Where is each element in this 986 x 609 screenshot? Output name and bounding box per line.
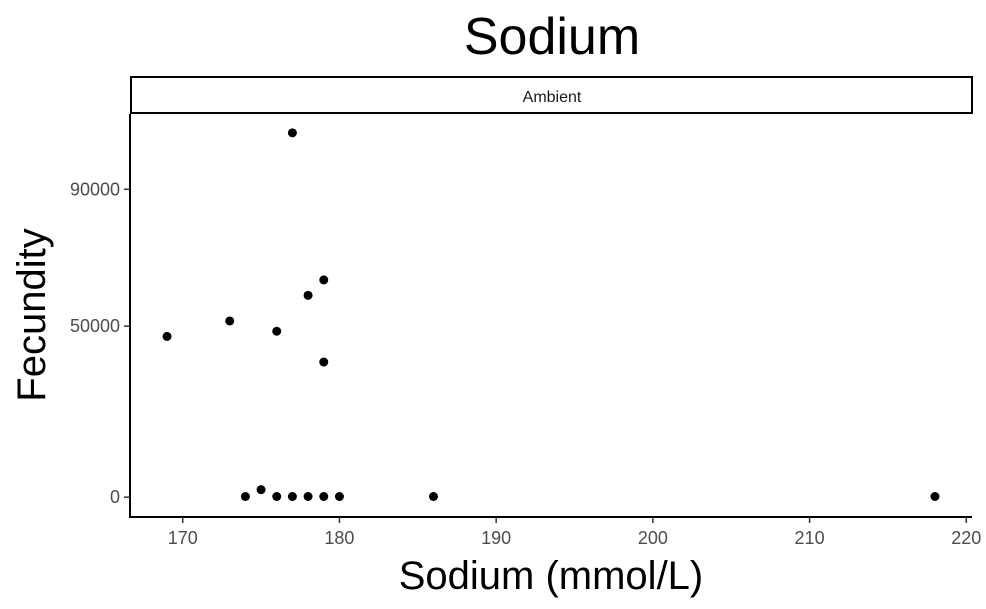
data-point xyxy=(240,491,250,501)
facet-strip-label: Ambient xyxy=(523,89,582,106)
data-points xyxy=(162,128,940,501)
x-tick-label: 170 xyxy=(168,528,198,548)
x-tick-label: 190 xyxy=(481,528,511,548)
data-point xyxy=(319,491,329,501)
facet-strip xyxy=(130,76,973,114)
data-point xyxy=(303,290,313,300)
x-tick-label: 220 xyxy=(951,528,981,548)
data-point xyxy=(272,491,282,501)
data-point xyxy=(319,357,329,367)
data-point xyxy=(225,316,235,326)
chart-title: Sodium xyxy=(464,8,640,66)
x-tick-label: 180 xyxy=(324,528,354,548)
y-axis-title: Fecundity xyxy=(10,228,54,401)
x-axis-title: Sodium (mmol/L) xyxy=(399,554,704,598)
data-point xyxy=(319,275,329,285)
data-point xyxy=(334,491,344,501)
x-tick-label: 210 xyxy=(795,528,825,548)
data-point xyxy=(287,128,297,138)
y-axis-ticks: 0 50000 90000 xyxy=(70,179,130,507)
x-tick-label: 200 xyxy=(638,528,668,548)
data-point xyxy=(272,326,282,336)
data-point xyxy=(930,491,940,501)
x-axis-ticks: 170 180 190 200 210 220 xyxy=(168,517,981,548)
y-tick-label: 90000 xyxy=(70,179,120,199)
data-point xyxy=(303,491,313,501)
data-point xyxy=(287,491,297,501)
data-point xyxy=(428,491,438,501)
y-tick-label: 50000 xyxy=(70,316,120,336)
data-point xyxy=(256,485,266,495)
y-tick-label: 0 xyxy=(110,487,120,507)
data-point xyxy=(162,331,172,341)
